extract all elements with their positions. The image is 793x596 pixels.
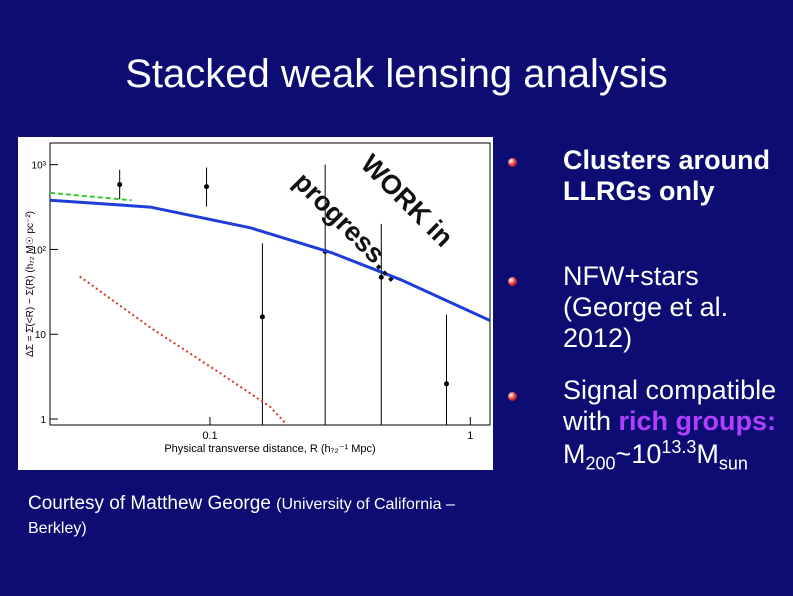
data-point (259, 314, 265, 320)
formula-part: ~10 (615, 438, 662, 469)
model-line (50, 198, 490, 322)
model-line (50, 191, 132, 202)
caption-affiliation: (University of California – Berkley) (28, 496, 455, 537)
data-point (378, 274, 384, 280)
x-tick-label: 0.1 (202, 430, 217, 442)
y-tick-label: 10³ (32, 161, 47, 172)
formula-part: 200 (585, 452, 616, 473)
data-point (204, 184, 210, 190)
bullet: Signal compatible with rich groups: M200… (563, 375, 788, 473)
y-axis-title: ΔΣ = Σ̄(<R) − Σ(R) (h₇₂ M☉ pc⁻²) (25, 211, 36, 357)
caption-main: Courtesy of Matthew George (28, 493, 271, 514)
bullet-icon (508, 277, 517, 286)
caption: Courtesy of Matthew George (University o… (28, 492, 488, 540)
slide-title: Stacked weak lensing analysis (125, 52, 668, 96)
formula-part: sun (718, 452, 748, 473)
bullet: Clusters around LLRGs only (563, 145, 771, 206)
x-axis-title: Physical transverse distance, R (h₇₂⁻¹ M… (164, 443, 375, 455)
formula-part: M (563, 438, 586, 469)
plot-frame (49, 142, 491, 426)
chart-background (18, 137, 493, 470)
bullet-text: Signal compatible with (563, 375, 777, 436)
data-point (117, 182, 123, 188)
y-tick-label: 10² (32, 245, 47, 256)
y-tick-label: 10 (35, 330, 47, 341)
data-point (444, 381, 450, 387)
formula: M200~1013.3Msun (563, 436, 748, 473)
y-tick-label: 1 (40, 415, 46, 426)
bullet: NFW+stars (George et al. 2012) (563, 261, 729, 353)
highlight: rich groups: (618, 405, 777, 436)
model-line (79, 275, 289, 425)
x-tick-label: 1 (467, 430, 473, 442)
plot-area (50, 164, 490, 425)
bullet-icon (508, 158, 517, 167)
formula-part: M (696, 438, 719, 469)
formula-part: 13.3 (661, 436, 697, 457)
bullet-icon (508, 392, 517, 401)
